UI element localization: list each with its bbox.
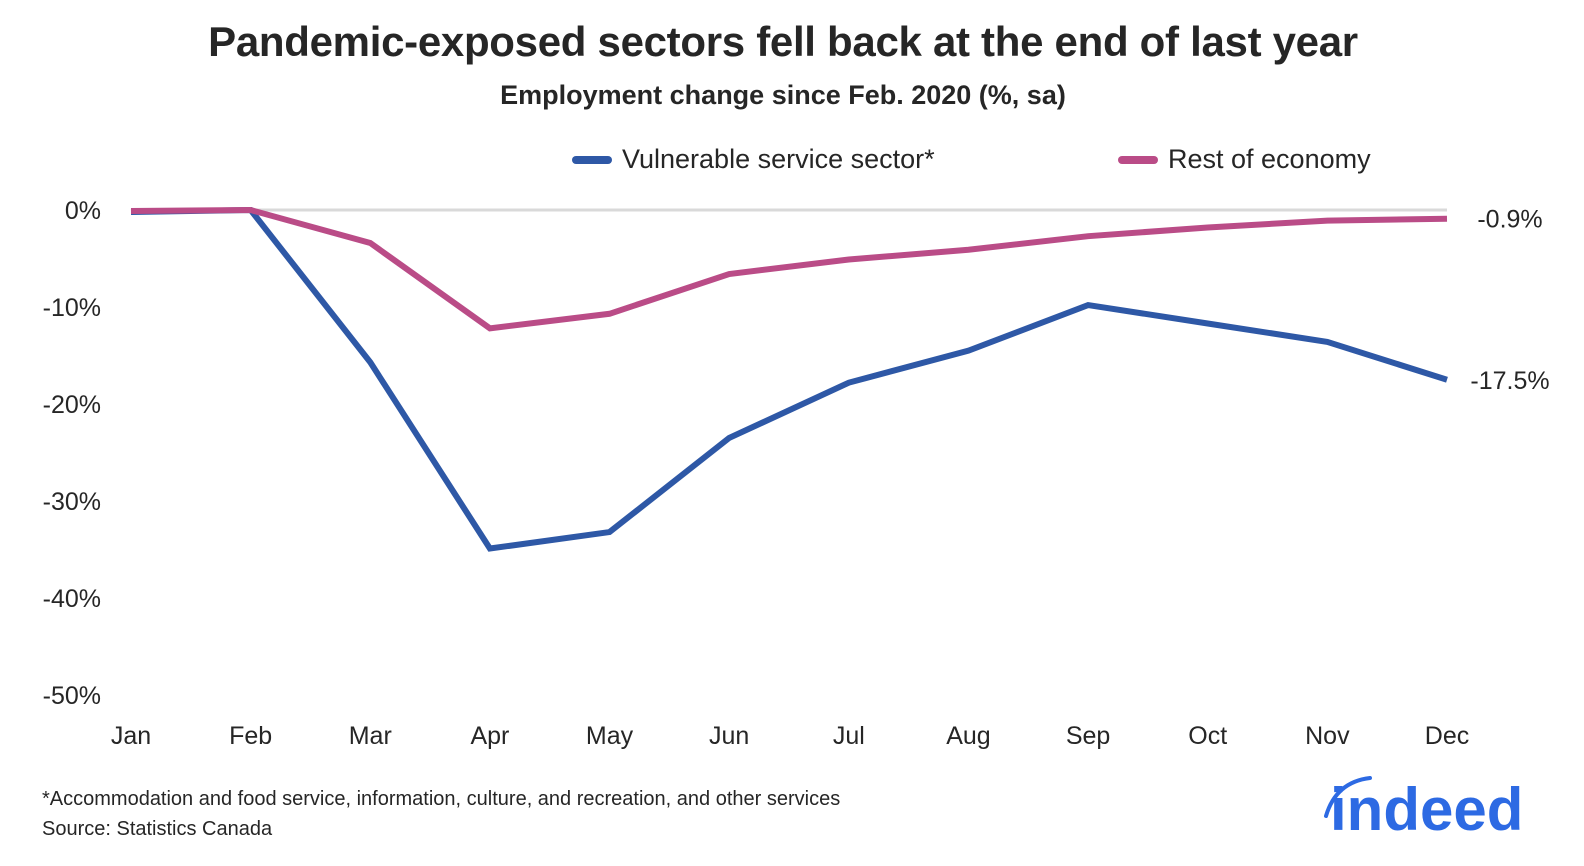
x-tick-label: Sep <box>1066 722 1110 750</box>
footnote: *Accommodation and food service, informa… <box>42 788 841 810</box>
y-tick-label: -30% <box>43 488 101 516</box>
legend-label-rest: Rest of economy <box>1168 144 1371 174</box>
x-tick-label: Nov <box>1305 722 1350 750</box>
x-tick-label: Mar <box>349 722 392 750</box>
x-tick-label: Aug <box>946 722 990 750</box>
legend-swatch-vulnerable <box>572 155 612 164</box>
x-tick-label: Oct <box>1188 722 1227 750</box>
end-value-label-rest: -0.9% <box>1477 206 1542 234</box>
logo-arc-icon <box>1324 776 1372 818</box>
legend-swatch-rest <box>1118 155 1158 164</box>
x-tick-label: Apr <box>470 722 509 750</box>
x-tick-label: Jul <box>833 722 865 750</box>
end-value-label-vulnerable: -17.5% <box>1470 367 1549 395</box>
x-tick-label: May <box>586 722 634 750</box>
y-tick-label: -40% <box>43 585 101 613</box>
legend-item-rest: Rest of economy <box>1118 144 1371 175</box>
indeed-logo: indeed <box>1324 776 1523 842</box>
logo-text: indeed <box>1330 776 1523 842</box>
y-tick-label: -10% <box>43 294 101 322</box>
legend: Vulnerable service sector* Rest of econo… <box>0 144 1584 180</box>
legend-item-vulnerable: Vulnerable service sector* <box>572 144 935 175</box>
x-tick-label: Feb <box>229 722 272 750</box>
legend-label-vulnerable: Vulnerable service sector* <box>622 144 935 174</box>
x-tick-label: Jun <box>709 722 749 750</box>
y-tick-label: -20% <box>43 391 101 419</box>
x-tick-label: Jan <box>111 722 151 750</box>
x-tick-label: Dec <box>1425 722 1469 750</box>
chart-title: Pandemic-exposed sectors fell back at th… <box>208 18 1358 65</box>
chart-subtitle: Employment change since Feb. 2020 (%, sa… <box>500 80 1066 110</box>
series-line-rest <box>130 206 1448 332</box>
y-tick-label: -50% <box>43 682 101 710</box>
series-line-vulnerable <box>130 206 1448 552</box>
y-tick-label: 0% <box>65 197 101 225</box>
footnote-block: *Accommodation and food service, informa… <box>42 784 840 844</box>
source-note: Source: Statistics Canada <box>42 818 273 840</box>
